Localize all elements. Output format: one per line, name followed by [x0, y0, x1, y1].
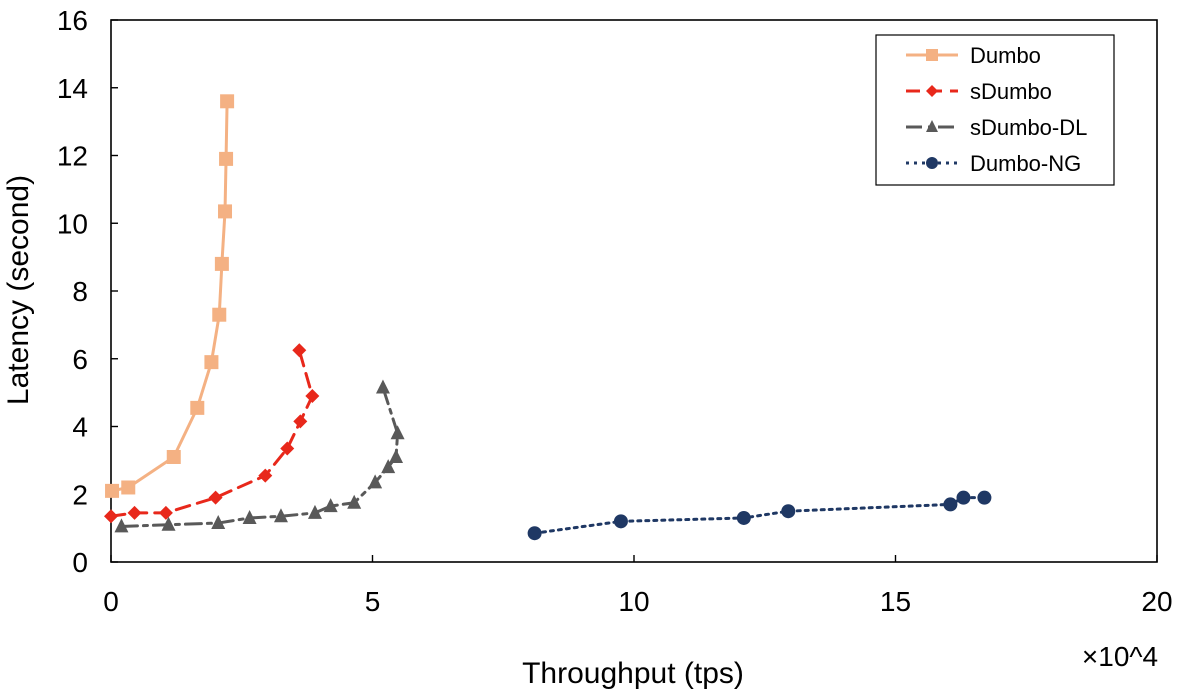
axes: 0 5 10 15 20 0 2 4 6 8 10 12 14 16 — [57, 5, 1173, 617]
data-point-sdumbo — [292, 343, 307, 358]
data-point-sdumbo-dl — [161, 516, 176, 531]
x-tick-label: 10 — [618, 586, 649, 617]
series-line-dumbo-ng — [533, 496, 986, 535]
data-point-dumbo — [204, 355, 219, 370]
y-tick-label: 4 — [72, 412, 88, 443]
series-dumbo-ng — [527, 490, 992, 541]
data-point-sdumbo — [208, 490, 223, 505]
legend-marker-sdumbo — [926, 85, 938, 97]
data-point-sdumbo-dl — [368, 474, 383, 489]
data-point-sdumbo-dl — [347, 494, 362, 509]
y-tick-label: 2 — [72, 479, 88, 510]
y-tick-label: 12 — [57, 141, 88, 172]
data-point-dumbo — [121, 480, 136, 495]
legend: Dumbo sDumbo sDumbo-DL Dumbo-NG — [875, 34, 1115, 186]
data-point-sdumbo — [305, 389, 320, 404]
data-point-dumbo — [214, 256, 229, 271]
series-line-sdumbo — [109, 348, 314, 518]
data-point-sdumbo-dl — [114, 518, 129, 533]
series-sdumbo-dl — [114, 379, 405, 533]
data-point-dumbo-ng — [977, 490, 992, 505]
legend-marker-sdumbo-dl — [926, 120, 938, 132]
y-axis-label: Latency (second) — [2, 175, 35, 405]
data-point-sdumbo-dl — [211, 515, 226, 530]
data-point-dumbo — [105, 483, 120, 498]
y-tick-label: 10 — [57, 208, 88, 239]
y-tick-label: 16 — [57, 5, 88, 36]
x-multiplier-label: ×10^4 — [1082, 641, 1158, 672]
legend-label-sdumbo: sDumbo — [970, 79, 1052, 104]
data-point-sdumbo-dl — [273, 508, 288, 523]
data-point-sdumbo-dl — [381, 459, 396, 474]
series-dumbo — [105, 94, 235, 498]
data-point-dumbo — [166, 449, 181, 464]
data-point-dumbo — [190, 400, 205, 415]
data-point-sdumbo — [258, 468, 273, 483]
data-point-sdumbo — [280, 441, 295, 456]
y-tick-label: 0 — [72, 547, 88, 578]
data-point-dumbo-ng — [781, 504, 796, 519]
series-layer — [104, 94, 992, 541]
legend-label-dumbo-ng: Dumbo-NG — [970, 151, 1081, 176]
x-tick-label: 15 — [880, 586, 911, 617]
data-point-sdumbo-dl — [242, 509, 257, 524]
y-tick-label: 6 — [72, 344, 88, 375]
data-point-sdumbo-dl — [390, 425, 405, 440]
data-point-dumbo — [219, 151, 234, 166]
data-point-sdumbo-dl — [375, 379, 390, 394]
data-point-sdumbo — [127, 505, 142, 520]
data-point-sdumbo — [158, 505, 173, 520]
x-tick-label: 0 — [103, 586, 119, 617]
data-point-dumbo-ng — [736, 510, 751, 525]
series-line-dumbo — [110, 99, 229, 493]
data-point-dumbo-ng — [943, 497, 958, 512]
legend-marker-dumbo-ng — [926, 157, 938, 169]
data-point-sdumbo — [293, 414, 308, 429]
legend-label-sdumbo-dl: sDumbo-DL — [970, 115, 1087, 140]
y-tick-label: 8 — [72, 276, 88, 307]
data-point-sdumbo-dl — [323, 498, 338, 513]
y-tick-label: 14 — [57, 73, 88, 104]
x-tick-label: 5 — [365, 586, 381, 617]
data-point-dumbo — [218, 204, 233, 219]
data-point-dumbo — [220, 94, 235, 109]
data-point-dumbo — [212, 307, 227, 322]
data-point-dumbo-ng — [613, 514, 628, 529]
data-point-dumbo-ng — [527, 526, 542, 541]
legend-box — [875, 34, 1115, 186]
data-point-sdumbo-dl — [307, 504, 322, 519]
legend-marker-dumbo — [926, 49, 938, 61]
data-point-sdumbo — [104, 509, 118, 524]
x-axis-label: Throughput (tps) — [522, 657, 744, 690]
data-point-dumbo-ng — [956, 490, 971, 505]
legend-label-dumbo: Dumbo — [970, 43, 1041, 68]
data-point-sdumbo-dl — [389, 448, 404, 463]
x-tick-label: 20 — [1141, 586, 1172, 617]
series-sdumbo — [104, 343, 320, 524]
